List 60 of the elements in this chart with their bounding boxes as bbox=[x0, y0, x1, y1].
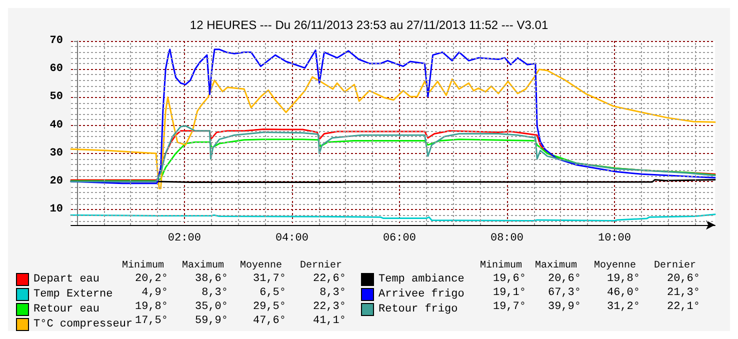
text: 22,1° bbox=[666, 301, 700, 313]
text: 41,1° bbox=[312, 315, 346, 327]
y-tick-label: 30 bbox=[50, 147, 63, 160]
text: 20,6° bbox=[548, 273, 581, 285]
text: 19,1° bbox=[492, 287, 526, 299]
x-tick-label: 10:00 bbox=[598, 232, 631, 244]
text: 67,3° bbox=[548, 287, 581, 299]
y-tick-label: 60 bbox=[50, 63, 63, 76]
text: 8,3° bbox=[320, 287, 346, 299]
text: 47,6° bbox=[252, 315, 286, 327]
text: 31,7° bbox=[252, 273, 286, 285]
legend-label: Depart eau bbox=[34, 274, 100, 286]
text: 29,5° bbox=[252, 301, 286, 313]
legend-label: Arrivee frigo bbox=[378, 288, 464, 300]
legend-label: Retour eau bbox=[34, 304, 100, 316]
line-series bbox=[70, 214, 716, 222]
text: 6,5° bbox=[260, 287, 286, 299]
text: Moyenne bbox=[240, 260, 282, 272]
chart-title: 12 HEURES --- Du 26/11/2013 23:53 au 27/11/2013 11:52 --- V3.01 bbox=[190, 18, 548, 32]
text: Dernier bbox=[654, 260, 696, 272]
text: Minimum bbox=[480, 260, 522, 272]
legend-label: T°C compresseur bbox=[34, 318, 133, 330]
text: 21,3° bbox=[666, 287, 700, 299]
text: 20,6° bbox=[666, 273, 700, 285]
text: 46,0° bbox=[606, 287, 640, 299]
text: 19,8° bbox=[606, 273, 640, 285]
text: 35,0° bbox=[194, 301, 228, 313]
line-series bbox=[70, 48, 716, 184]
text: 38,6° bbox=[194, 273, 228, 285]
text: Dernier bbox=[300, 260, 342, 272]
line-series bbox=[70, 68, 716, 190]
y-tick-label: 50 bbox=[50, 91, 63, 104]
y-tick-label: 40 bbox=[50, 119, 63, 132]
text: 19,8° bbox=[134, 301, 168, 313]
text: 22,6° bbox=[312, 273, 346, 285]
text: Minimum bbox=[122, 260, 164, 272]
legend-label: Retour frigo bbox=[378, 304, 458, 316]
text: 59,9° bbox=[194, 315, 228, 327]
text: 19,7° bbox=[492, 301, 526, 313]
text: 20,2° bbox=[134, 273, 168, 285]
x-tick-label: 06:00 bbox=[382, 232, 416, 244]
text: 22,3° bbox=[312, 301, 346, 313]
text: 19,6° bbox=[492, 273, 526, 285]
text: 17,5° bbox=[134, 315, 168, 327]
x-tick-label: 02:00 bbox=[168, 232, 201, 244]
text: 8,3° bbox=[202, 287, 228, 299]
text: 39,9° bbox=[548, 301, 581, 313]
line-series bbox=[70, 138, 716, 182]
y-tick-label: 10 bbox=[50, 204, 63, 216]
text: 31,2° bbox=[606, 301, 640, 313]
text: 4,9° bbox=[142, 287, 168, 299]
text: Maximum bbox=[534, 260, 577, 272]
legend-label: Temp ambiance bbox=[378, 274, 464, 286]
text: Maximum bbox=[182, 260, 224, 272]
x-tick-label: 04:00 bbox=[275, 232, 308, 244]
y-tick-label: 20 bbox=[50, 175, 63, 188]
x-tick-label: 08:00 bbox=[490, 232, 524, 244]
y-tick-label: 70 bbox=[50, 35, 63, 47]
text: Moyenne bbox=[594, 260, 636, 272]
legend-label: Temp Externe bbox=[34, 288, 113, 300]
